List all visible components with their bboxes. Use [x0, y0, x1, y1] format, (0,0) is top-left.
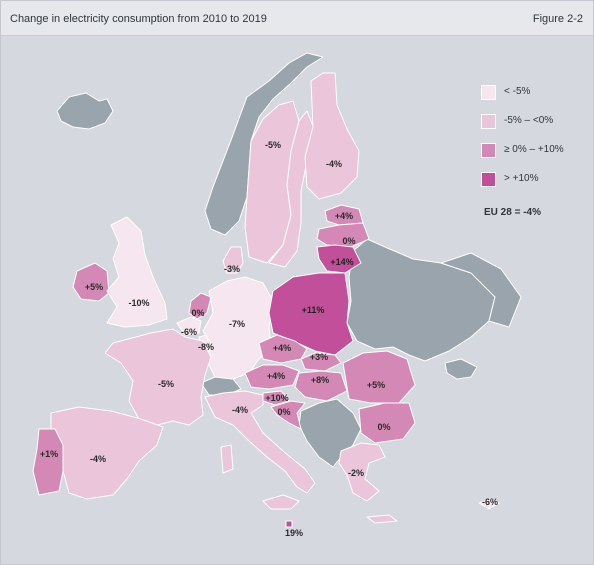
czechia-shape [258, 334, 308, 364]
iceland-shape [56, 92, 114, 130]
poland-shape [268, 272, 354, 356]
germany-shape [202, 276, 274, 380]
russia-east-shape [440, 252, 522, 328]
label-sweden-finland: -4% [326, 159, 342, 169]
eu-total: EU 28 = -4% [484, 207, 541, 218]
label-united-kingdom: -10% [128, 298, 149, 308]
netherlands-shape [188, 292, 212, 320]
crete-shape [366, 514, 398, 524]
legend-label: < -5% [504, 86, 531, 97]
sardinia-shape [220, 444, 234, 474]
sweden-shape [268, 110, 316, 268]
figure-number: Figure 2-2 [532, 13, 583, 25]
label-denmark: -3% [224, 264, 240, 274]
label-slovenia: +10% [265, 393, 288, 403]
label-portugal: +1% [40, 449, 58, 459]
legend-swatch [481, 143, 496, 158]
belgium-shape [176, 316, 202, 336]
label-hungary: +8% [311, 375, 329, 385]
united-kingdom-shape [106, 216, 168, 328]
austria-shape [244, 364, 300, 390]
label-estonia: +4% [335, 211, 353, 221]
label-croatia: 0% [277, 407, 290, 417]
label-romania: +5% [367, 380, 385, 390]
finland-shape [304, 72, 360, 200]
label-netherlands: 0% [191, 308, 204, 318]
bulgaria-shape [358, 402, 416, 444]
label-austria: +4% [267, 371, 285, 381]
label-bulgaria: 0% [377, 422, 390, 432]
label-norway: -5% [265, 140, 281, 150]
cyprus-shape [478, 498, 500, 510]
romania-shape [342, 350, 416, 404]
hungary-shape [294, 370, 348, 402]
label-luxembourg: -8% [198, 342, 214, 352]
label-slovakia: +3% [310, 352, 328, 362]
legend-swatch [481, 114, 496, 129]
legend-label: > +10% [504, 173, 539, 184]
slovakia-shape [300, 352, 342, 372]
legend-label: -5% – <0% [504, 115, 554, 126]
label-belgium: -6% [181, 327, 197, 337]
spain-shape [50, 406, 164, 500]
label-italy: -4% [232, 405, 248, 415]
label-latvia: 0% [342, 236, 355, 246]
legend-swatch [481, 172, 496, 187]
greece-shape [338, 442, 386, 502]
croatia-shape [270, 400, 306, 430]
label-spain: -4% [90, 454, 106, 464]
france-shape [104, 328, 212, 426]
italy-shape [204, 390, 316, 494]
legend-label: ≥ 0% – +10% [504, 144, 564, 155]
label-greece: -2% [348, 468, 364, 478]
label-ireland: +5% [85, 282, 103, 292]
figure-title: Change in electricity consumption from 2… [10, 13, 267, 25]
denmark-shape [222, 246, 244, 274]
sicily-shape [262, 494, 300, 510]
legend-swatch [481, 85, 496, 100]
label-czechia: +4% [273, 343, 291, 353]
ireland-shape [72, 262, 110, 302]
figure-header: Change in electricity consumption from 2… [1, 1, 593, 36]
latvia-shape [316, 222, 370, 248]
label-france: -5% [158, 379, 174, 389]
crimea-shape [444, 358, 478, 380]
label-germany: -7% [229, 319, 245, 329]
portugal-shape [32, 428, 64, 496]
label-lithuania: +14% [330, 257, 353, 267]
lithuania-shape [316, 244, 362, 274]
malta-shape [285, 520, 293, 528]
label-cyprus: -6% [482, 497, 498, 507]
label-poland: +11% [302, 305, 325, 315]
label-malta: 19% [285, 528, 303, 538]
